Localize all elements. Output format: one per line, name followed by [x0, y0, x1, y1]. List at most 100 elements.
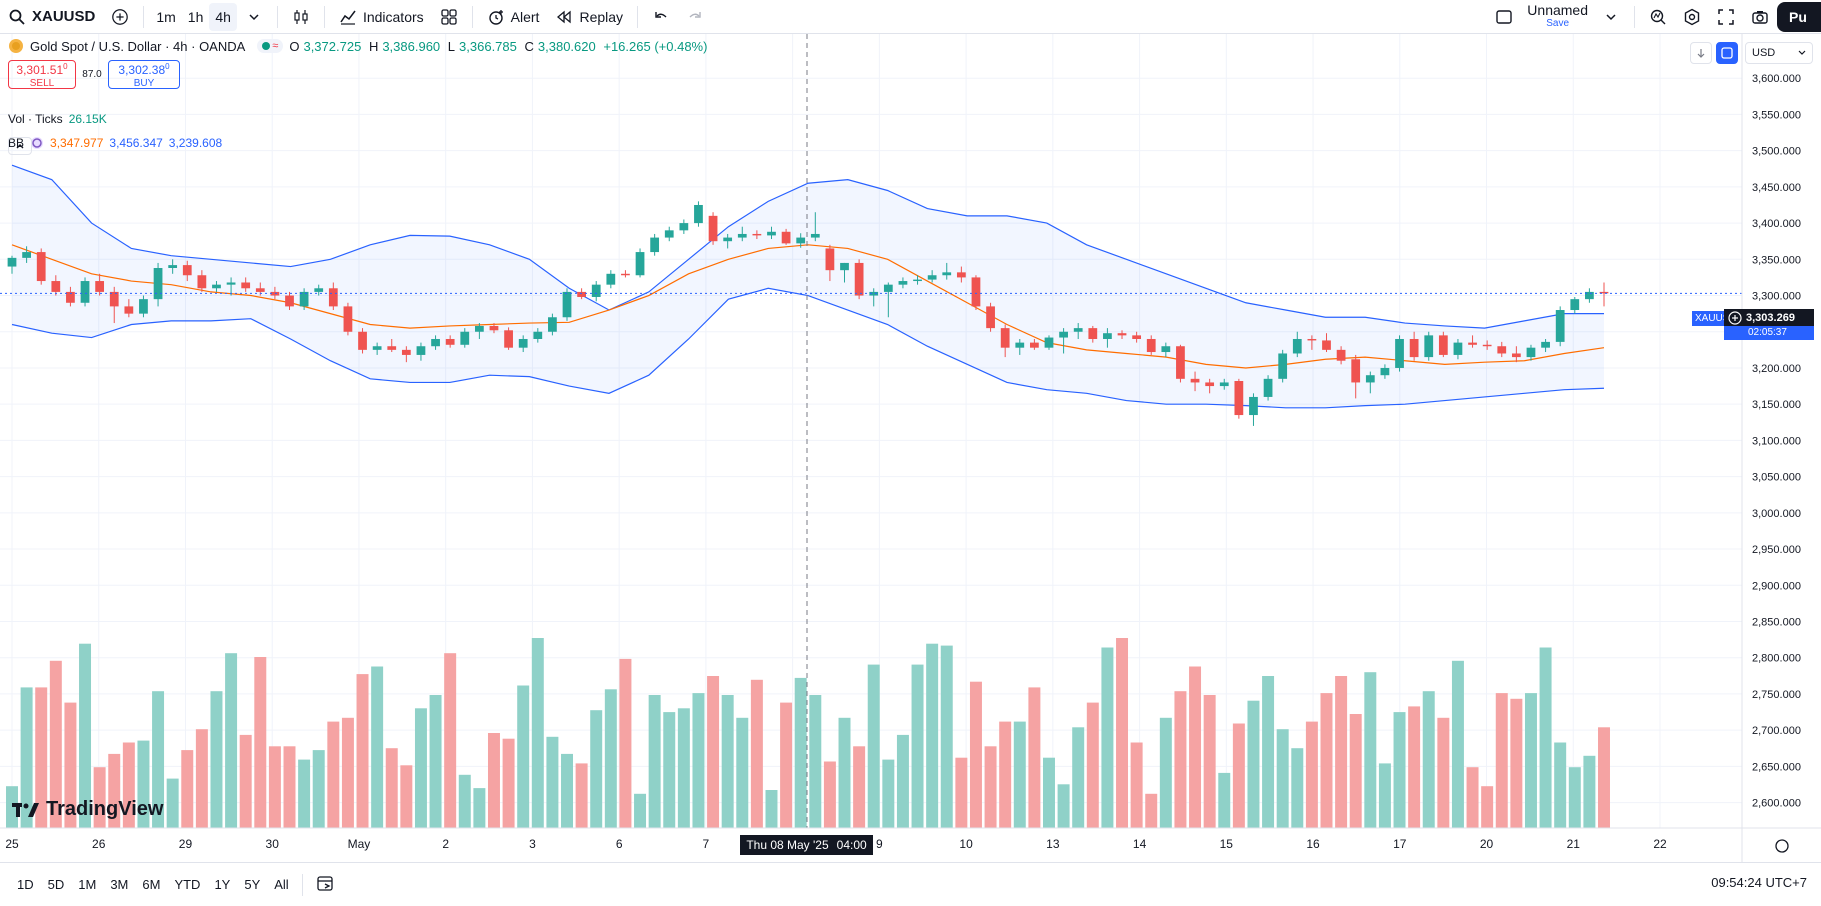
- volume-bar: [604, 689, 617, 828]
- range-1m[interactable]: 1M: [78, 877, 97, 892]
- volume-bar: [955, 757, 968, 828]
- bb-indicator-legend[interactable]: BB 3,347.977 3,456.347 3,239.608: [8, 136, 222, 150]
- publish-button[interactable]: Pu: [1777, 2, 1821, 32]
- chart-type-button[interactable]: [284, 3, 318, 31]
- candle-body: [168, 265, 178, 269]
- candle-body: [942, 272, 952, 276]
- timeframe-1m[interactable]: 1m: [156, 8, 176, 25]
- alert-button[interactable]: Alert: [479, 3, 548, 31]
- high-value: 3,386.960: [382, 38, 441, 54]
- timeframe-4h[interactable]: 4h: [209, 2, 237, 31]
- buy-button[interactable]: 3,302.380 BUY: [108, 60, 180, 89]
- candle-body: [1219, 382, 1229, 387]
- candle-body: [796, 237, 806, 244]
- time-tick-label: 17: [1393, 837, 1407, 851]
- chevron-up-icon: [16, 144, 24, 149]
- volume-bar: [1539, 647, 1552, 828]
- time-tick-label: 16: [1306, 837, 1320, 851]
- price-axis[interactable]: 2,600.000 2,650.000 2,700.000 2,750.000 2,80…: [1741, 34, 1801, 862]
- candle-body: [577, 291, 586, 297]
- volume-bar: [49, 660, 62, 828]
- volume-bar: [853, 746, 866, 828]
- volume-bar: [1291, 748, 1304, 828]
- price-chart[interactable]: 2,600.000 2,650.000 2,700.000 2,750.000 2,80…: [0, 34, 1821, 862]
- volume-bar: [1568, 767, 1581, 828]
- currency-select[interactable]: USD: [1745, 42, 1813, 64]
- goto-date-button[interactable]: [309, 874, 343, 895]
- time-tick-label: 9: [876, 837, 883, 851]
- range-ytd[interactable]: YTD: [174, 877, 201, 892]
- candle-body: [752, 233, 762, 236]
- toolbar-divider: [637, 5, 639, 28]
- symbol-search-button[interactable]: XAUUSD: [0, 3, 103, 31]
- compare-symbol-button[interactable]: [103, 3, 137, 31]
- settings-button[interactable]: [1675, 3, 1709, 31]
- candle-body: [504, 330, 513, 348]
- volume-bar: [239, 734, 252, 828]
- tradingview-logo[interactable]: TradingView: [12, 798, 163, 821]
- rewind-icon: [557, 10, 572, 23]
- layout-name-button[interactable]: Unnamed Save: [1527, 3, 1588, 30]
- chart-overlay: [0, 34, 1742, 828]
- axis-settings-icon[interactable]: [1775, 839, 1789, 853]
- range-1d[interactable]: 1D: [17, 877, 34, 892]
- price-tick-label: 3,450.000: [1752, 182, 1801, 194]
- candle-body: [1073, 328, 1083, 332]
- legend-collapse-button[interactable]: [8, 137, 32, 155]
- range-1y[interactable]: 1Y: [214, 877, 231, 892]
- volume-bar: [473, 788, 486, 828]
- time-tick-label: 22: [1653, 837, 1667, 851]
- timeframe-1h[interactable]: 1h: [187, 8, 204, 25]
- magnifier-chart-icon: [1650, 9, 1666, 25]
- range-5y[interactable]: 5Y: [244, 877, 261, 892]
- volume-bar: [1583, 755, 1596, 828]
- candle-body: [767, 231, 776, 236]
- chevron-down-icon: [1798, 50, 1806, 55]
- quick-search-button[interactable]: [1641, 3, 1675, 31]
- redo-button[interactable]: [678, 3, 712, 31]
- range-all[interactable]: All: [274, 877, 289, 892]
- search-icon: [9, 9, 25, 25]
- last-price-label[interactable]: 3,303.269: [1724, 309, 1814, 326]
- volume-bar: [823, 761, 836, 828]
- replay-button[interactable]: Replay: [547, 3, 631, 31]
- range-3m[interactable]: 3M: [110, 877, 129, 892]
- volume-bar: [619, 658, 632, 828]
- volume-bar: [1232, 723, 1245, 828]
- range-6m[interactable]: 6M: [142, 877, 161, 892]
- undo-button[interactable]: [644, 3, 678, 31]
- candle-body: [694, 204, 703, 224]
- candle-body: [1395, 338, 1404, 368]
- layout-dropdown[interactable]: [1594, 3, 1628, 31]
- indicators-button[interactable]: Indicators: [331, 3, 432, 31]
- volume-indicator-legend[interactable]: Vol · Ticks 26.15K: [8, 112, 107, 126]
- candle-body: [986, 306, 995, 329]
- snapshot-button[interactable]: [1743, 3, 1777, 31]
- candle-body: [1511, 353, 1521, 358]
- price-tick-label: 3,200.000: [1752, 363, 1801, 375]
- sell-button[interactable]: 3,301.510 SELL: [8, 60, 76, 89]
- volume-bar: [1203, 695, 1216, 828]
- layout-toggle-checkbox[interactable]: [1487, 3, 1521, 31]
- calendar-arrow-icon: [317, 876, 333, 891]
- volume-bar: [692, 693, 705, 828]
- volume-bar: [1393, 712, 1406, 828]
- templates-button[interactable]: [432, 3, 466, 31]
- auto-scale-button[interactable]: [1716, 42, 1738, 64]
- volume-bar: [356, 674, 369, 828]
- timezone-clock[interactable]: 09:54:24 UTC+7: [1711, 875, 1807, 890]
- time-axis[interactable]: 25262930May236789101314151617202122: [0, 827, 1821, 853]
- scroll-down-button[interactable]: [1690, 42, 1712, 64]
- volume-bar: [546, 736, 559, 828]
- volume-bar: [487, 733, 500, 828]
- candle-body: [518, 338, 528, 348]
- bb-lower-line: [11, 287, 1605, 409]
- price-tick-label: 2,800.000: [1752, 653, 1801, 665]
- timeframe-dropdown[interactable]: [237, 3, 271, 31]
- open-label: O: [289, 38, 300, 54]
- bb-upper-value: 3,456.347: [109, 136, 163, 150]
- candle-body: [416, 346, 426, 355]
- fullscreen-button[interactable]: [1709, 3, 1743, 31]
- range-5d[interactable]: 5D: [47, 877, 65, 892]
- volume-bar: [663, 712, 676, 828]
